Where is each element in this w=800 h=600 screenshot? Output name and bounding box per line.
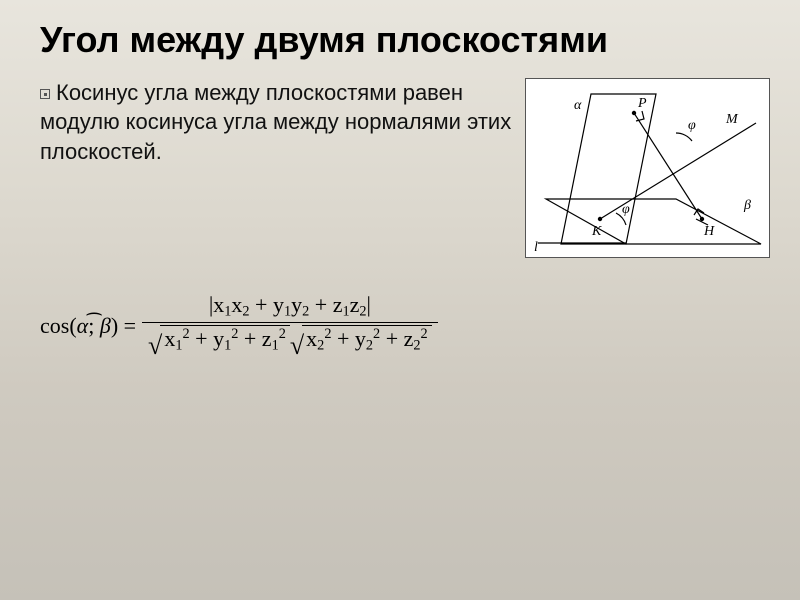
d2-p2: + (380, 326, 403, 351)
lhs-post: ) = (111, 313, 136, 338)
label-K: K (591, 224, 602, 239)
n-z1: z (333, 292, 343, 317)
lhs-sep: ; (88, 313, 94, 338)
page-title: Угол между двумя плоскостями (30, 20, 770, 60)
formula-lhs: cos(α; β) = (40, 313, 136, 339)
label-M: M (725, 112, 739, 127)
denominator: √ x12 + y12 + z12 √ x22 + y22 + z22 (142, 323, 438, 362)
d1-zp: 2 (279, 326, 286, 342)
n-z2: z (350, 292, 360, 317)
label-beta: β (743, 198, 751, 213)
d2-z: z (404, 326, 414, 351)
d2-y: y (355, 326, 366, 351)
cosine-formula: cos(α; β) = |x1x2 + y1y2 + z1z2| √ x12 +… (30, 290, 770, 362)
label-phi1: φ (688, 118, 696, 133)
d2-p1: + (331, 326, 354, 351)
n-y2: y (291, 292, 302, 317)
d1-zs: 1 (272, 338, 279, 354)
d1-y: y (213, 326, 224, 351)
d2-x: x (306, 326, 317, 351)
d1-xp: 2 (182, 326, 189, 342)
d2-ys: 2 (366, 338, 373, 354)
d1-p1: + (190, 326, 213, 351)
radicand-2: x22 + y22 + z22 (302, 325, 432, 356)
radicand-1: x12 + y12 + z12 (160, 325, 290, 356)
n-p1: + (250, 292, 273, 317)
label-l: l (534, 240, 538, 255)
formula-fraction: |x1x2 + y1y2 + z1z2| √ x12 + y12 + z12 √… (142, 290, 438, 362)
n-x2s: 2 (242, 303, 249, 319)
n-x2: x (231, 292, 242, 317)
slide: Угол между двумя плоскостями Косинус угл… (0, 0, 800, 600)
label-H: H (703, 224, 715, 239)
lhs-alpha: α (77, 313, 89, 338)
n-y1: y (273, 292, 284, 317)
n-z2s: 2 (359, 303, 366, 319)
content-row: Косинус угла между плоскостями равен мод… (30, 78, 770, 258)
n-p2: + (309, 292, 332, 317)
d1-x: x (164, 326, 175, 351)
d2-zs: 2 (413, 338, 420, 354)
geometry-diagram: α β P M K H l φ φ (525, 78, 770, 258)
root-1: √ x12 + y12 + z12 (148, 325, 290, 356)
body-text: Косинус угла между плоскостями равен мод… (40, 80, 511, 164)
lhs-pre: cos( (40, 313, 77, 338)
root-2: √ x22 + y22 + z22 (290, 325, 432, 356)
numerator: |x1x2 + y1y2 + z1z2| (203, 290, 377, 323)
label-P: P (637, 96, 647, 111)
d2-zp: 2 (421, 326, 428, 342)
n-z1s: 1 (342, 303, 349, 319)
n-x1: x (213, 292, 224, 317)
bullet-icon (40, 89, 50, 99)
label-phi2: φ (622, 202, 630, 217)
body-text-block: Косинус угла между плоскостями равен мод… (30, 78, 521, 167)
lhs-beta: β (100, 313, 111, 338)
d1-z: z (262, 326, 272, 351)
label-alpha: α (574, 98, 582, 113)
d1-p2: + (238, 326, 261, 351)
abs-close: | (367, 292, 371, 317)
